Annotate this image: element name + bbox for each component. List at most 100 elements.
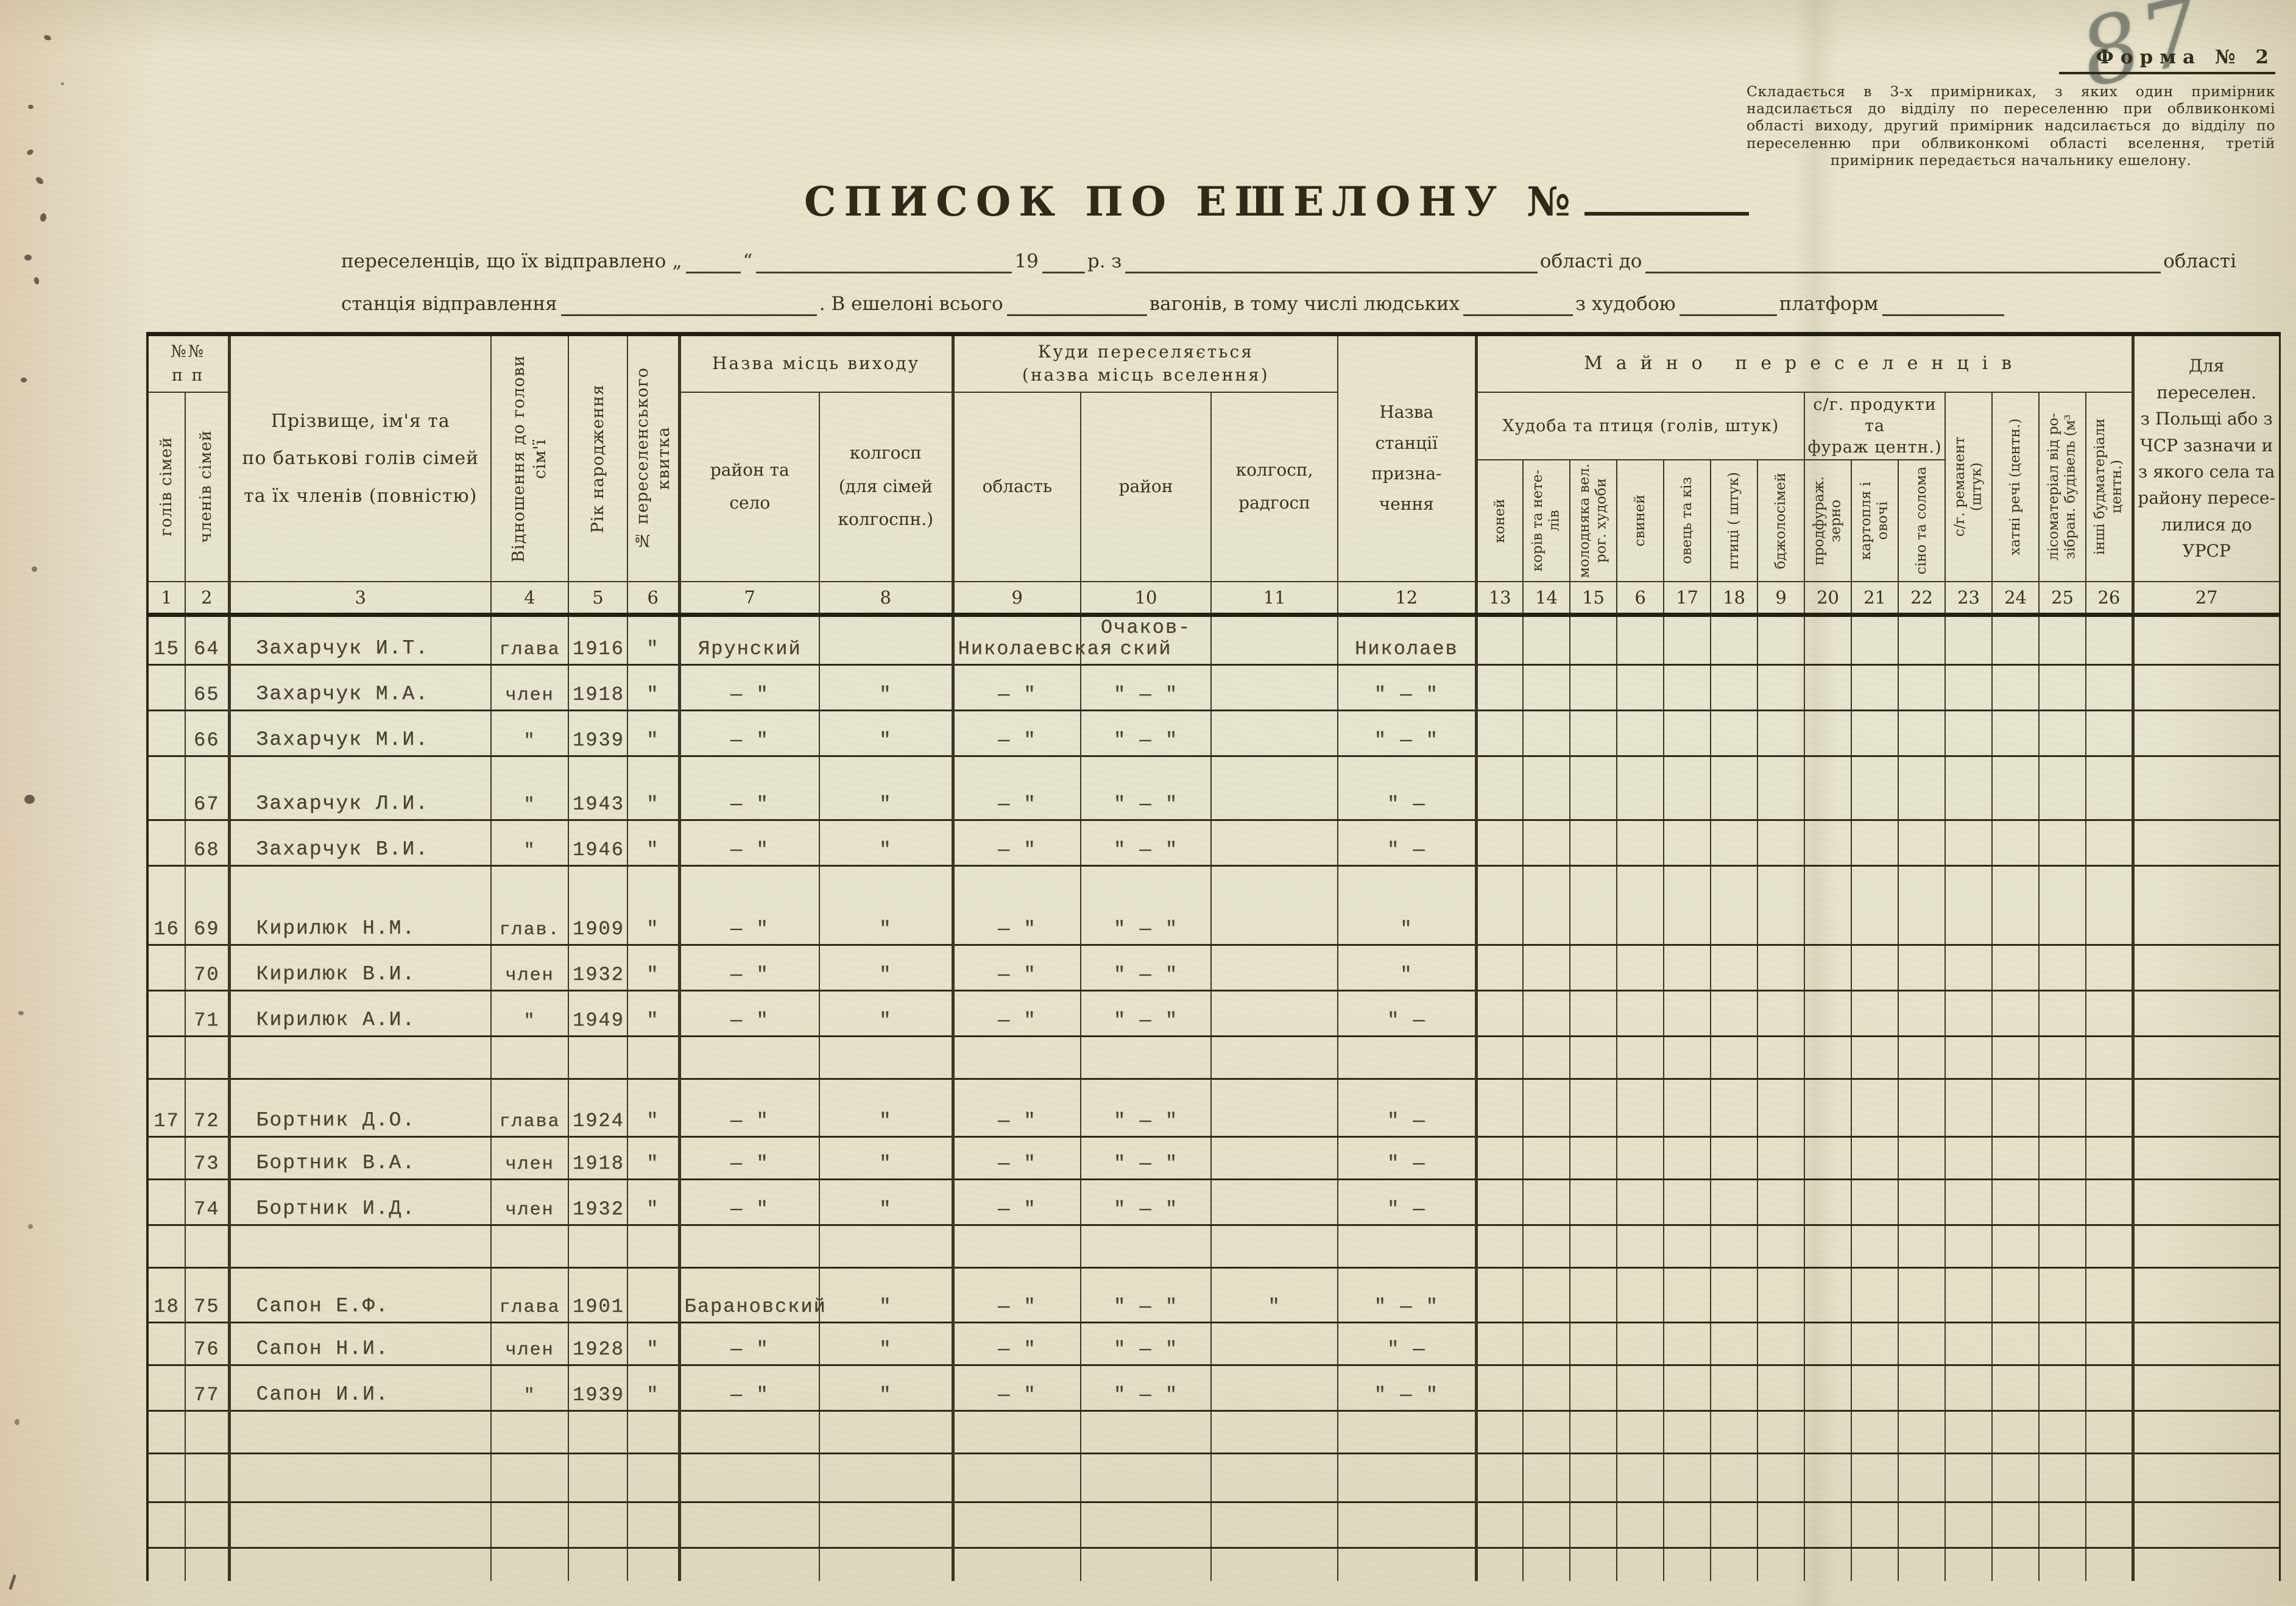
paper-speck — [18, 1011, 24, 1015]
cell-c16 — [1616, 865, 1665, 946]
cell-c8 — [819, 1036, 954, 1080]
cell-c8: " — [819, 756, 954, 821]
cell-c21 — [1851, 756, 1899, 821]
cell-c17 — [1663, 865, 1712, 946]
cell-c16 — [1616, 1079, 1665, 1138]
cell-c25 — [2038, 1036, 2087, 1080]
cell-c17 — [1663, 945, 1712, 991]
cell-c1 — [147, 1225, 186, 1269]
cell-c12: " — [1337, 945, 1477, 991]
cell-c7: — " — [677, 865, 821, 946]
cell-c21 — [1851, 945, 1899, 991]
cell-c24 — [1991, 1322, 2040, 1366]
cell-c25 — [2038, 1179, 2087, 1226]
cell-c9: — " — [951, 664, 1082, 711]
cell-c10 — [1080, 1548, 1212, 1582]
cell-c4: " — [490, 1365, 570, 1412]
cell-c16 — [1616, 710, 1665, 757]
cell-c26 — [2085, 1136, 2134, 1180]
wagons-label: вагонів, в тому числі людських — [1149, 293, 1460, 315]
cell-c18 — [1710, 990, 1759, 1037]
echelon-total-blank — [1006, 291, 1147, 316]
cell-c5: 1943 — [568, 756, 629, 821]
cell-c6 — [627, 1036, 680, 1080]
cell-c6: " — [627, 615, 680, 666]
cell-c1 — [147, 756, 186, 821]
cell-c5: 1916 — [568, 615, 629, 666]
cell-c23 — [1945, 1179, 1993, 1226]
cell-c12: " — [1337, 865, 1477, 946]
cell-c21 — [1851, 1036, 1899, 1080]
cell-c15 — [1569, 1322, 1618, 1366]
header-origin-kolhosp: колгосп (для сімей колгоспн.) — [819, 391, 954, 582]
header-hay-straw: сіно та солома — [1898, 459, 1946, 582]
cell-c25 — [2038, 1136, 2087, 1180]
cell-c20 — [1804, 865, 1853, 946]
cell-c22 — [1898, 1411, 1946, 1454]
cell-c9: — " — [951, 1136, 1082, 1180]
cell-c23 — [1945, 945, 1993, 991]
cell-c19 — [1757, 1453, 1806, 1503]
cell-c12: " — " — [1337, 1267, 1477, 1323]
cell-c19 — [1757, 710, 1806, 757]
cell-c3: Сапон Н.И. — [227, 1322, 492, 1366]
cell-c1 — [147, 1179, 186, 1226]
cell-c17 — [1663, 615, 1712, 666]
cell-c18 — [1710, 865, 1759, 946]
cell-c18 — [1710, 1036, 1759, 1080]
cell-c3: Сапон Е.Ф. — [227, 1267, 492, 1323]
cell-c15 — [1569, 756, 1618, 821]
header-npp-group: №№ п п — [146, 333, 230, 393]
cell-c22 — [1898, 1453, 1946, 1503]
cell-c23 — [1945, 1136, 1993, 1180]
cell-c4 — [490, 1502, 570, 1549]
cell-c19 — [1757, 1036, 1806, 1080]
cell-c6: " — [627, 865, 680, 946]
cell-c10: " — " — [1080, 1365, 1212, 1412]
cell-c14 — [1522, 1179, 1571, 1226]
cell-c23 — [1945, 1411, 1993, 1454]
cell-c27 — [2131, 1179, 2281, 1226]
cell-c14 — [1522, 1548, 1571, 1582]
cell-c25 — [2038, 710, 2087, 757]
cell-c13 — [1474, 1322, 1524, 1366]
cell-c8 — [819, 1411, 954, 1454]
cell-c11 — [1210, 710, 1339, 757]
cell-c26 — [2085, 1502, 2134, 1549]
cell-c17 — [1663, 664, 1712, 711]
cell-c12: " — — [1337, 756, 1477, 821]
echelon-list-table: №№ п п Прізвище, ім'я та по батькові гол… — [146, 332, 2281, 1582]
oblast-to-label: області до — [1539, 250, 1642, 272]
paper-speck — [33, 276, 40, 285]
cell-c15 — [1569, 945, 1618, 991]
cell-c3: Захарчук Л.И. — [227, 756, 492, 821]
table-row — [147, 1411, 2281, 1454]
cell-c24 — [1991, 820, 2040, 867]
cell-c10: " — " — [1080, 664, 1212, 711]
cell-c24 — [1991, 1136, 2040, 1180]
cell-c20 — [1804, 756, 1853, 821]
cell-c23 — [1945, 664, 1993, 711]
page-title: СПИСОК ПО ЕШЕЛОНУ № — [804, 178, 1749, 225]
cell-c20 — [1804, 820, 1853, 867]
cell-c5 — [568, 1036, 629, 1080]
cell-c26 — [2085, 1548, 2134, 1582]
header-dest-oblast: область — [951, 391, 1082, 582]
cell-c4 — [490, 1225, 570, 1269]
cell-c13 — [1474, 1079, 1524, 1138]
cell-c17 — [1663, 990, 1712, 1037]
cell-c23 — [1945, 756, 1993, 821]
cell-c9: — " — [951, 756, 1082, 821]
cell-c13 — [1474, 1179, 1524, 1226]
cell-c27 — [2131, 1365, 2281, 1412]
cell-c1 — [147, 1548, 186, 1582]
cell-c13 — [1474, 1453, 1524, 1503]
cell-c21 — [1851, 1322, 1899, 1366]
cell-c22 — [1898, 820, 1946, 867]
cell-c4: глава — [490, 1079, 570, 1138]
cell-c12: " — — [1337, 1322, 1477, 1366]
paper-speck — [39, 213, 48, 222]
cell-c9: — " — [951, 1179, 1082, 1226]
cell-c2: 73 — [184, 1136, 230, 1180]
cell-c27 — [2131, 1548, 2281, 1582]
